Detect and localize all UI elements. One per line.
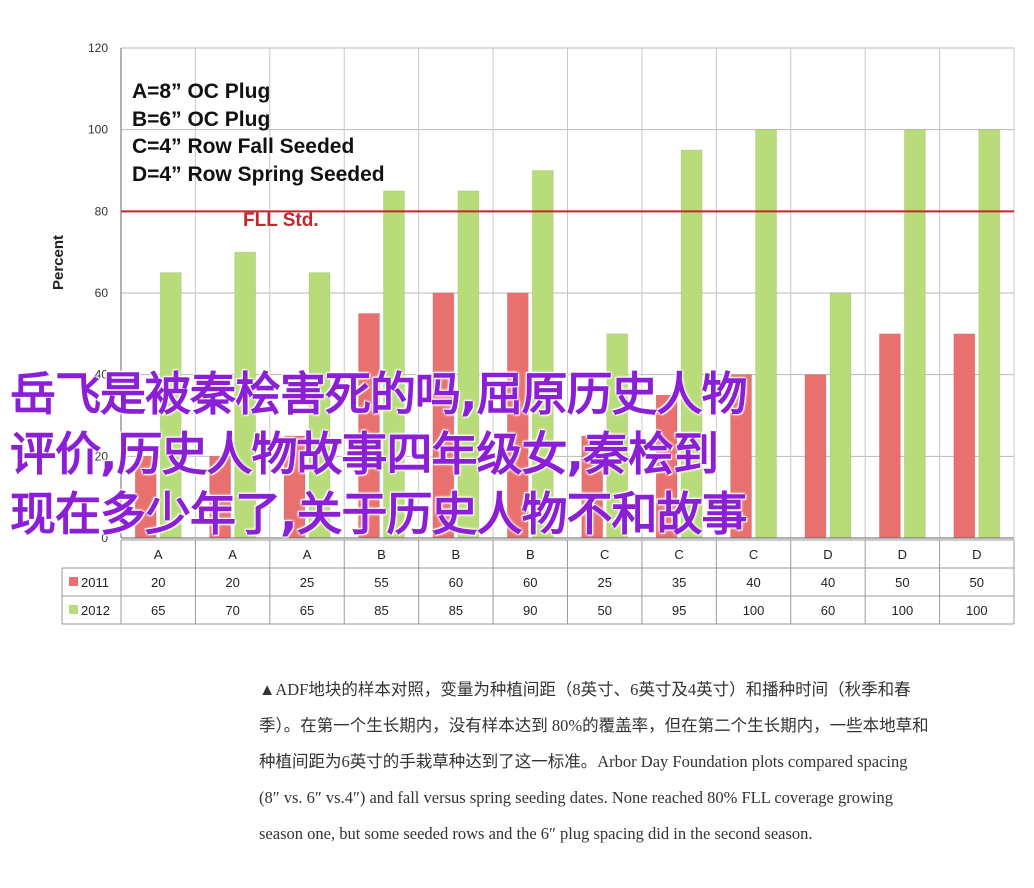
caption-line-4: (8″ vs. 6″ vs.4″) and fall versus spring… [259, 788, 894, 807]
table-value-2011-2: 25 [300, 575, 314, 590]
fll-standard-label: FLL Std. [243, 210, 319, 231]
table-value-2012-6: 50 [597, 603, 611, 618]
y-axis-label: Percent [50, 234, 67, 290]
caption-line-5: season one, but some seeded rows and the… [259, 824, 813, 843]
y-tick-label-120: 120 [88, 41, 108, 55]
x-tick-label-1: A [228, 547, 237, 562]
bar-chart: 0 20 40 60 80 100 120 A A A B B B C C C D D D 2011 20 20 25 55 6… [61, 41, 1015, 625]
overlay-title: 岳飞是被秦桧害死的吗,屈原历史人物 评价,历史人物故事四年级女,秦桧到 现在多少… [10, 364, 1020, 544]
table-value-2012-9: 60 [821, 603, 835, 618]
table-value-2012-3: 85 [374, 603, 388, 618]
table-value-2012-5: 90 [523, 603, 537, 618]
legend-label-2012: 2012 [81, 603, 110, 618]
x-tick-label-3: B [377, 547, 386, 562]
caption-line-3: 种植间距为6英寸的手栽草种达到了这一标准。Arbor Day Foundatio… [259, 752, 908, 771]
spacing-legend: A=8” OC Plug B=6” OC Plug C=4” Row Fall … [132, 78, 385, 188]
caption-line-2: 季）。在第一个生长期内，没有样本达到 80%的覆盖率，但在第二个生长期内，一些本… [259, 716, 929, 735]
x-tick-label-9: D [823, 547, 832, 562]
caption-line-1: ▲ADF地块的样本对照，变量为种植间距（8英寸、6英寸及4英寸）和播种时间（秋季… [259, 680, 911, 699]
table-value-2011-6: 25 [597, 575, 611, 590]
y-tick-label-80: 80 [95, 204, 109, 218]
table-value-2011-4: 60 [449, 575, 463, 590]
x-tick-label-7: C [674, 547, 683, 562]
y-tick-label-60: 60 [95, 286, 109, 300]
y-tick-label-40: 40 [95, 368, 109, 382]
overlay-title-line-2: 评价,历史人物故事四年级女,秦桧到 [10, 427, 719, 481]
x-tick-label-10: D [898, 547, 907, 562]
x-tick-label-0: A [154, 547, 163, 562]
table-value-2012-10: 100 [892, 603, 914, 618]
table-value-2011-0: 20 [151, 575, 165, 590]
legend-note-a: A=8” OC Plug [132, 80, 271, 103]
table-value-2012-0: 65 [151, 603, 165, 618]
legend-note-c: C=4” Row Fall Seeded [132, 135, 355, 158]
table-value-2012-1: 70 [225, 603, 239, 618]
table-value-2011-7: 35 [672, 575, 686, 590]
table-value-2011-11: 50 [970, 575, 984, 590]
x-tick-label-11: D [972, 547, 981, 562]
y-tick-label-20: 20 [95, 449, 109, 463]
legend-swatch-2012 [69, 605, 78, 614]
table-value-2012-8: 100 [743, 603, 765, 618]
table-value-2012-4: 85 [449, 603, 463, 618]
overlay-title-line-1: 岳飞是被秦桧害死的吗,屈原历史人物 [10, 367, 747, 421]
legend-label-2011: 2011 [81, 575, 109, 590]
figure-caption: ▲ADF地块的样本对照，变量为种植间距（8英寸、6英寸及4英寸）和播种时间（秋季… [259, 672, 1019, 852]
table-value-2012-7: 95 [672, 603, 686, 618]
overlay-title-line-3: 现在多少年了,关于历史人物不和故事 [10, 487, 747, 541]
table-value-2011-5: 60 [523, 575, 537, 590]
table-value-2011-8: 40 [746, 575, 760, 590]
x-tick-label-4: B [452, 547, 461, 562]
x-tick-label-2: A [303, 547, 312, 562]
y-tick-label-100: 100 [88, 123, 108, 137]
x-tick-label-5: B [526, 547, 535, 562]
table-value-2012-2: 65 [300, 603, 314, 618]
table-value-2011-3: 55 [374, 575, 388, 590]
legend-note-d: D=4” Row Spring Seeded [132, 162, 385, 186]
legend-note-b: B=6” OC Plug [132, 107, 271, 131]
table-value-2011-1: 20 [225, 575, 239, 590]
legend-swatch-2011 [69, 577, 78, 586]
table-value-2011-9: 40 [821, 575, 835, 590]
x-tick-label-8: C [749, 547, 758, 562]
table-value-2011-10: 50 [895, 575, 909, 590]
y-tick-label-0: 0 [101, 531, 108, 545]
table-value-2012-11: 100 [966, 603, 988, 618]
x-tick-label-6: C [600, 547, 609, 562]
